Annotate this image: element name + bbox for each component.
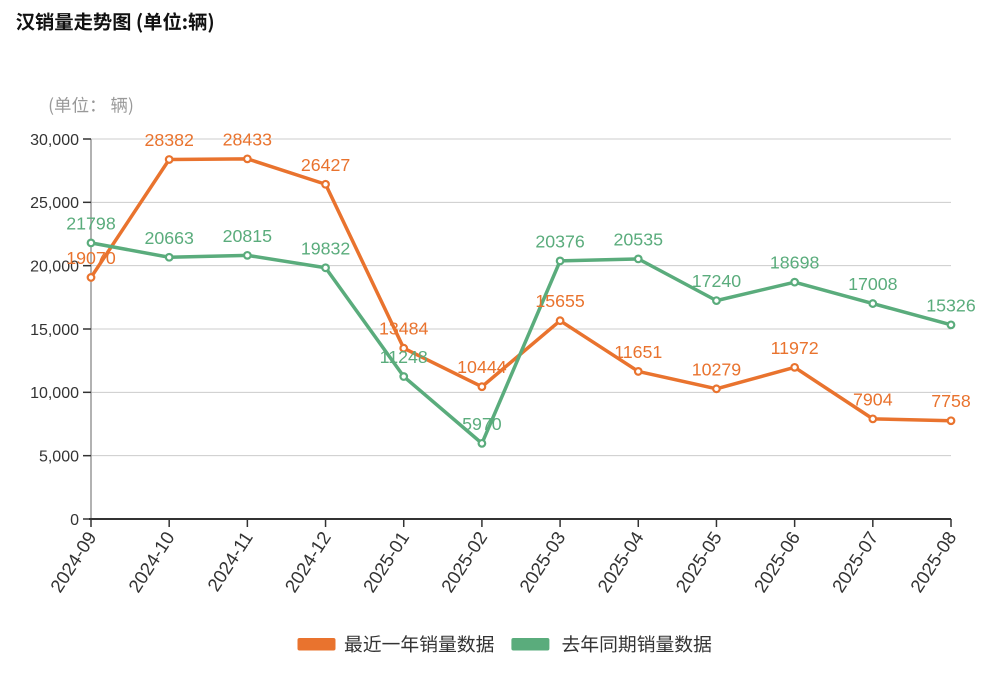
svg-text:11248: 11248 <box>380 347 428 367</box>
svg-text:7758: 7758 <box>931 391 971 411</box>
svg-text:11651: 11651 <box>614 342 662 362</box>
svg-text:5970: 5970 <box>462 414 502 434</box>
svg-text:10279: 10279 <box>692 359 742 379</box>
svg-text:10,000: 10,000 <box>30 385 79 402</box>
svg-text:15326: 15326 <box>926 295 976 315</box>
svg-text:30,000: 30,000 <box>30 132 79 149</box>
svg-text:19832: 19832 <box>301 238 350 258</box>
svg-text:10444: 10444 <box>457 357 507 377</box>
svg-text:20376: 20376 <box>535 231 585 251</box>
svg-text:18698: 18698 <box>770 253 820 273</box>
svg-text:28382: 28382 <box>144 130 193 150</box>
svg-text:0: 0 <box>70 512 79 529</box>
svg-text:15,000: 15,000 <box>30 322 79 339</box>
svg-text:25,000: 25,000 <box>30 195 79 212</box>
svg-text:21798: 21798 <box>66 213 116 233</box>
svg-text:20,000: 20,000 <box>30 258 79 275</box>
svg-text:17240: 17240 <box>692 271 742 291</box>
svg-text:7904: 7904 <box>853 389 893 409</box>
svg-text:13484: 13484 <box>379 319 429 339</box>
svg-text:5,000: 5,000 <box>39 448 79 465</box>
svg-text:20815: 20815 <box>223 226 273 246</box>
svg-text:20535: 20535 <box>614 229 664 249</box>
svg-text:19070: 19070 <box>66 248 116 268</box>
svg-text:17008: 17008 <box>848 274 898 294</box>
svg-text:26427: 26427 <box>301 155 350 175</box>
svg-text:20663: 20663 <box>144 228 194 248</box>
svg-text:15655: 15655 <box>535 291 585 311</box>
svg-text:28433: 28433 <box>223 129 273 149</box>
svg-text:11972: 11972 <box>771 338 819 358</box>
